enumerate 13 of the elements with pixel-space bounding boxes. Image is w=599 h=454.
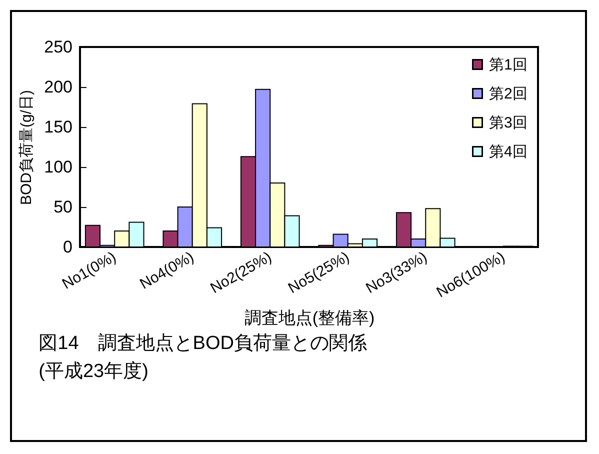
y-tick-label: 150 [44,118,72,136]
text: 図14 調査地点とBOD負荷量との関係 (平成23年度) [38,332,367,382]
y-tick-label: 100 [44,158,72,176]
y-axis-title: BOD負荷量(g/日) [18,90,36,206]
y-tick-label: 50 [54,198,72,216]
y-tick-label: 250 [44,38,72,56]
legend-label: 第3回 [489,114,528,132]
y-tick-label: 0 [63,238,72,256]
legend-label: 第4回 [489,144,528,160]
legend-label: 第2回 [489,86,528,102]
legend-label: 第1回 [489,56,528,74]
x-axis-title: 調査地点(整備率) [244,308,375,328]
y-tick-label: 200 [44,78,72,96]
